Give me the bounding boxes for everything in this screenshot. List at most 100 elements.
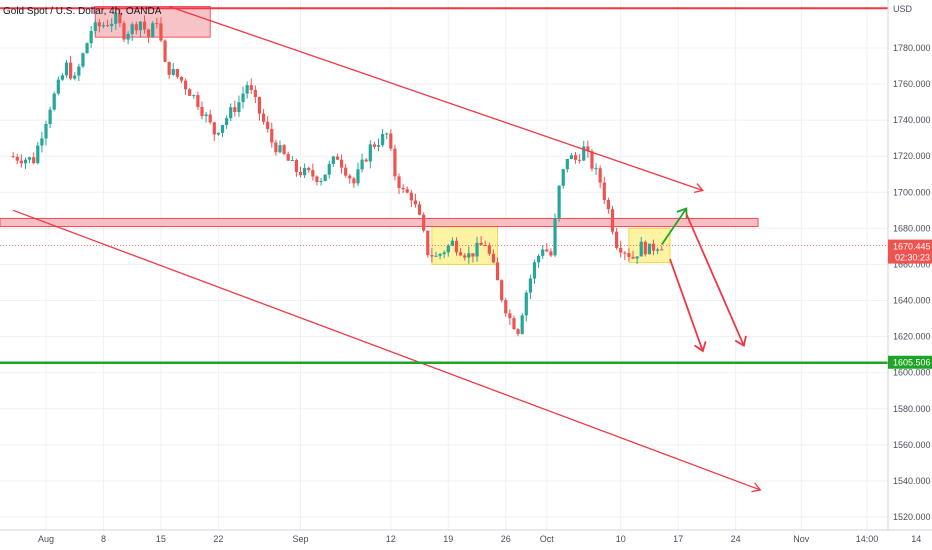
candle-body	[483, 245, 487, 247]
candle-body	[253, 90, 257, 98]
price-tick-label: 1760.000	[893, 79, 931, 89]
candle-body	[397, 176, 401, 189]
candle-body	[417, 204, 422, 215]
candle-body	[175, 69, 179, 77]
candle-body	[426, 230, 430, 256]
candle-body	[77, 66, 81, 76]
candle-body	[532, 262, 537, 279]
candle-body	[56, 79, 60, 94]
time-tick-label: 26	[501, 534, 511, 544]
candle-body	[159, 23, 163, 41]
candle-body	[179, 76, 184, 81]
candle-body	[93, 22, 97, 32]
candle-body	[463, 255, 467, 258]
candle-body	[23, 159, 28, 164]
candle-body	[434, 255, 438, 257]
red-projection-arrow	[685, 213, 745, 346]
candle-body	[339, 159, 344, 168]
candle-body	[19, 160, 23, 164]
candle-body	[40, 138, 44, 146]
candle-body	[60, 75, 65, 80]
candle-body	[602, 182, 606, 201]
time-tick-label: 10	[616, 534, 626, 544]
candle-body	[118, 13, 122, 24]
candle-body	[520, 315, 524, 334]
candle-body	[307, 167, 311, 171]
candle-body	[508, 313, 512, 319]
trend-line-head	[751, 482, 762, 493]
candle-body	[372, 144, 376, 147]
candle-body	[69, 62, 73, 79]
candle-body	[163, 40, 167, 62]
candle-body	[130, 24, 134, 34]
candle-body	[348, 175, 352, 179]
candle-body	[249, 85, 253, 91]
candle-body	[631, 256, 635, 259]
candle-body	[134, 24, 138, 31]
candle-body	[619, 247, 623, 253]
candle-body	[105, 25, 110, 27]
candle-body	[327, 163, 331, 175]
countdown-label: 02:30:23	[895, 253, 930, 263]
candle-body	[647, 243, 652, 255]
candle-body	[569, 155, 574, 159]
candle-body	[298, 172, 303, 176]
price-tick-label: 1660.000	[893, 259, 931, 269]
price-tick-label: 1580.000	[893, 404, 931, 414]
candle-body	[459, 252, 463, 256]
candle-body	[270, 128, 274, 143]
candle-body	[101, 25, 106, 27]
candle-body	[389, 133, 393, 149]
candle-body	[635, 256, 639, 259]
candle-body	[73, 75, 77, 79]
candle-body	[229, 107, 233, 119]
price-tick-label: 1680.000	[893, 223, 931, 233]
candle-body	[446, 245, 450, 253]
candle-body	[438, 254, 442, 256]
trend-line	[168, 5, 704, 192]
candle-body	[368, 144, 372, 162]
candle-body	[212, 122, 216, 135]
candle-body	[352, 178, 356, 184]
price-tick-label: 1720.000	[893, 151, 931, 161]
time-tick-label: 8	[101, 534, 106, 544]
candle-body	[364, 159, 368, 162]
candle-body	[578, 159, 582, 161]
candle-body	[594, 168, 598, 170]
candle-body	[52, 93, 56, 110]
price-tick-label: 1740.000	[893, 115, 931, 125]
candle-body	[512, 318, 516, 330]
candle-body	[122, 23, 126, 40]
candle-body	[89, 31, 93, 44]
price-tick-label: 1780.000	[893, 43, 931, 53]
candle-body	[516, 329, 520, 334]
time-tick-label: 12	[386, 534, 396, 544]
candle-body	[257, 97, 262, 114]
candle-body	[413, 200, 418, 205]
candle-body	[294, 160, 299, 173]
candle-body	[126, 33, 130, 40]
candle-body	[282, 145, 286, 154]
price-tick-label: 1700.000	[893, 187, 931, 197]
candle-body	[651, 243, 656, 251]
candle-body	[138, 21, 143, 31]
candle-body	[188, 89, 192, 96]
candle-body	[623, 252, 627, 254]
candle-body	[64, 62, 69, 76]
candle-body	[315, 176, 319, 182]
price-tick-label: 1620.000	[893, 332, 931, 342]
candle-body	[290, 160, 294, 162]
candle-body	[278, 145, 282, 153]
time-tick-label: Nov	[793, 534, 810, 544]
candle-body	[528, 278, 532, 293]
candle-body	[360, 159, 364, 170]
candle-body	[97, 22, 101, 27]
candle-body	[606, 200, 610, 210]
candle-body	[36, 145, 40, 164]
candle-body	[475, 242, 479, 257]
current-price-label: 1670.445	[893, 242, 931, 252]
candle-body	[385, 133, 389, 135]
support-price-tag	[888, 355, 932, 369]
candle-body	[335, 156, 340, 160]
